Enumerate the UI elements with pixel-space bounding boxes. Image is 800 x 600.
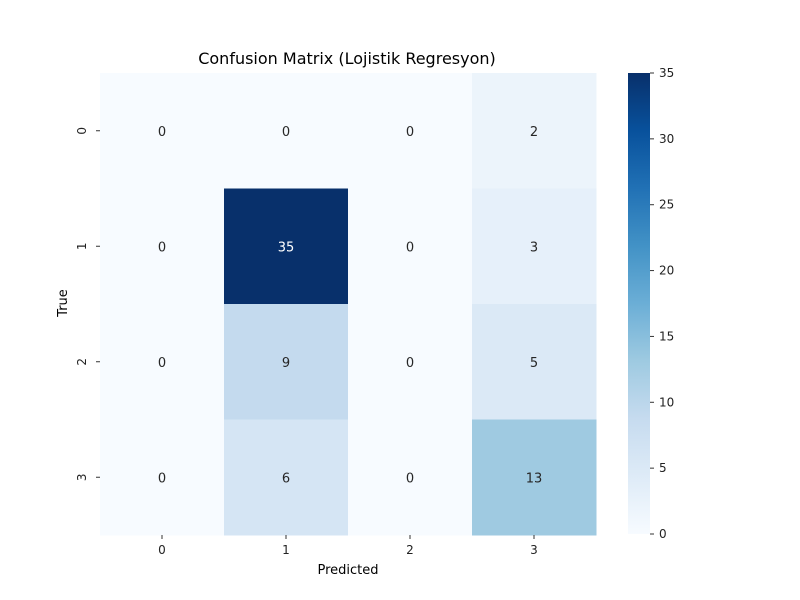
cell-value-label: 6 [282,471,290,486]
cell-value-label: 0 [406,240,414,255]
colorbar-tick-label: 30 [659,132,674,146]
heatmap-cell [348,304,473,420]
colorbar-tick-label: 5 [659,461,667,475]
cell-value-label: 35 [278,240,295,255]
cell-value-label: 9 [282,356,290,371]
cell-value-label: 5 [530,356,538,371]
colorbar [628,73,650,534]
cell-value-label: 2 [530,125,538,140]
x-tick-label: 3 [530,543,538,557]
heatmap-cell [100,304,225,420]
cell-value-label: 0 [406,356,414,371]
heatmap-cell [224,419,349,536]
heatmap-cell [348,419,473,536]
heatmap-cell [348,188,473,305]
cell-value-label: 0 [406,125,414,140]
cell-value-label: 0 [158,471,166,486]
heatmap-cell [348,73,473,189]
heatmap-cell [472,188,597,305]
colorbar-ticks: 0 5 10 15 20 25 30 35 [650,66,674,541]
heatmap-cell [224,73,349,189]
heatmap-cell [224,188,349,305]
chart-title: Confusion Matrix (Lojistik Regresyon) [198,49,496,68]
heatmap-cells: 0 0 0 2 0 35 0 3 0 9 0 5 0 6 0 13 [100,73,597,536]
colorbar-tick-label: 10 [659,395,674,409]
cell-value-label: 0 [158,356,166,371]
y-tick-label: 2 [75,358,89,366]
heatmap-cell [472,304,597,420]
colorbar-tick-label: 20 [659,264,674,278]
cell-value-label: 0 [158,125,166,140]
y-tick-label: 1 [75,242,89,250]
heatmap-cell [100,419,225,536]
heatmap-cell [100,73,225,189]
x-tick-label: 1 [282,543,290,557]
axis-ticks: 0 1 2 3 0 1 2 3 [75,127,538,557]
y-tick-label: 0 [75,127,89,135]
heatmap-cell [224,304,349,420]
y-axis-label: True [56,289,71,318]
heatmap-cell [100,188,225,305]
x-tick-label: 2 [406,543,414,557]
cell-value-label: 0 [158,240,166,255]
cell-value-label: 0 [406,471,414,486]
colorbar-tick-label: 35 [659,66,674,80]
heatmap-cell [472,419,597,536]
colorbar-tick-label: 15 [659,329,674,343]
cell-value-label: 13 [526,471,543,486]
x-axis-label: Predicted [317,563,378,578]
colorbar-tick-label: 0 [659,527,667,541]
cell-value-label: 0 [282,125,290,140]
x-tick-label: 0 [158,543,166,557]
cell-value-label: 3 [530,240,538,255]
y-tick-label: 3 [75,473,89,481]
colorbar-tick-label: 25 [659,198,674,212]
heatmap-cell [472,73,597,189]
